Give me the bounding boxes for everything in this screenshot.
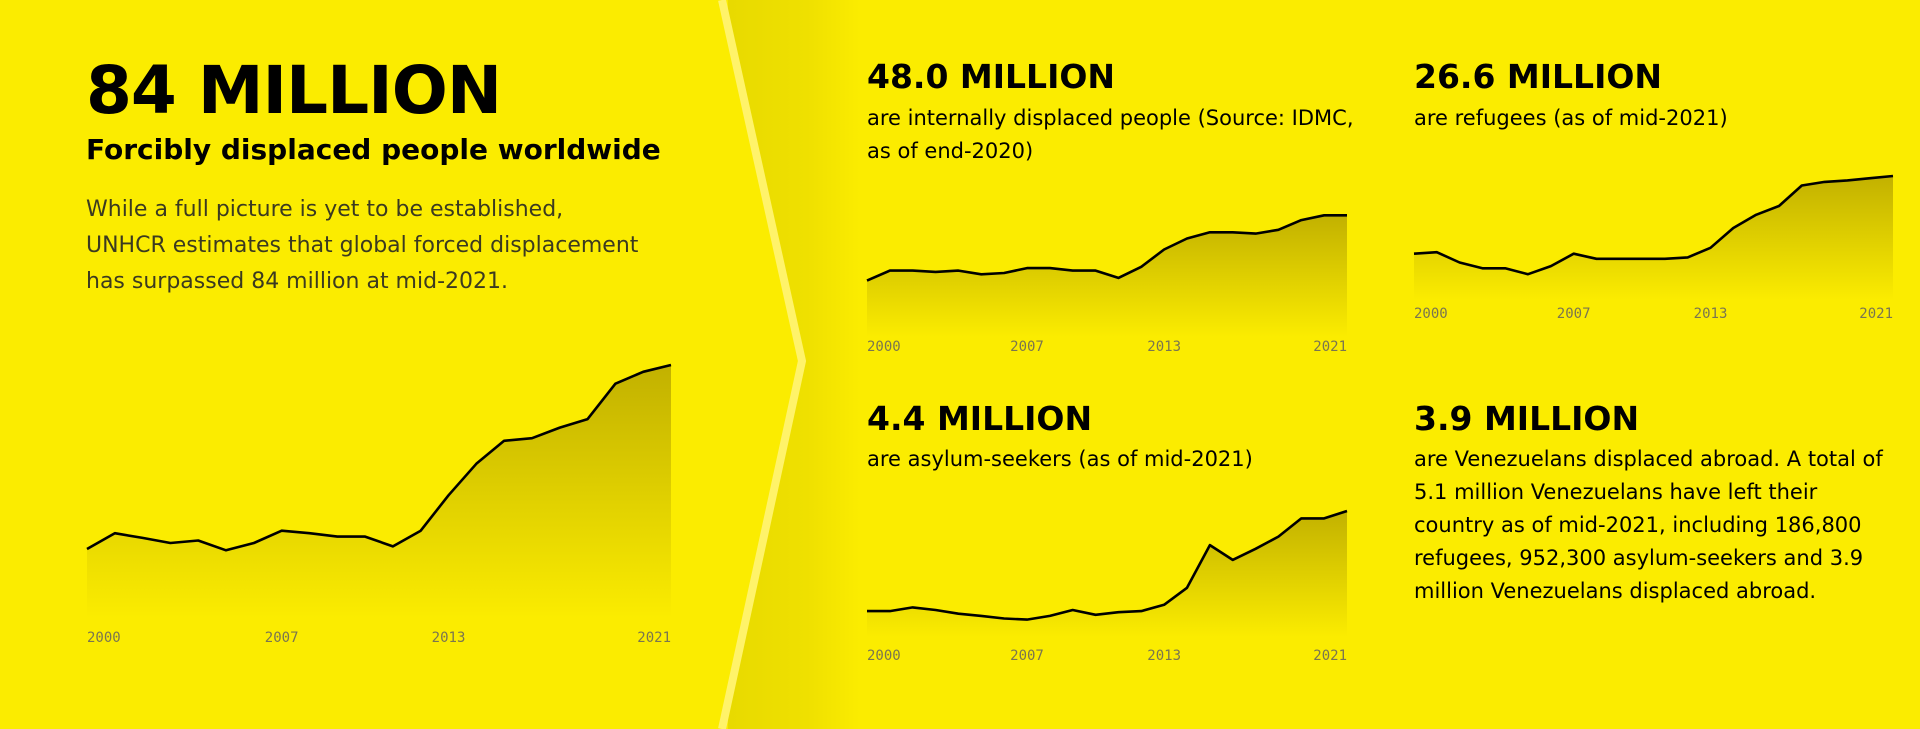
x-tick-label: 2013 (432, 630, 466, 646)
area-fill (867, 511, 1347, 637)
description: While a full picture is yet to be establ… (86, 197, 639, 294)
x-tick-label: 2013 (1694, 306, 1728, 322)
x-tick-label: 2007 (1010, 648, 1044, 664)
x-tick-label: 2021 (1313, 339, 1347, 355)
area-line (867, 509, 1348, 621)
area-fill (87, 365, 671, 618)
x-tick-label: 2007 (265, 630, 299, 646)
stat-text: are internally displaced people (Source:… (867, 106, 1354, 163)
area-line (1413, 174, 1894, 276)
subtitle: Forcibly displaced people worldwide (86, 133, 661, 166)
stat-title: 3.9 MILLION (1414, 399, 1640, 438)
stat-text: are Venezuelans displaced abroad. A tota… (1414, 447, 1883, 603)
x-tick-label: 2021 (637, 630, 671, 646)
x-tick-label: 2021 (1859, 306, 1893, 322)
area-fill (1414, 176, 1893, 300)
stat-title: 4.4 MILLION (867, 399, 1093, 438)
chevron (718, 0, 807, 729)
area-fill (867, 215, 1347, 337)
x-tick-label: 2000 (87, 630, 121, 646)
stat-title: 48.0 MILLION (867, 57, 1116, 96)
x-tick-label: 2013 (1147, 648, 1181, 664)
area-line (86, 363, 672, 552)
headline: 84 MILLION (86, 52, 502, 129)
x-tick-label: 2021 (1313, 648, 1347, 664)
area-line (866, 214, 1347, 282)
stat-title: 26.6 MILLION (1414, 57, 1663, 96)
x-tick-label: 2013 (1147, 339, 1181, 355)
stat-text: are asylum-seekers (as of mid-2021) (867, 447, 1253, 471)
x-tick-label: 2000 (867, 339, 901, 355)
x-tick-label: 2000 (867, 648, 901, 664)
x-tick-label: 2007 (1010, 339, 1044, 355)
stat-text: are refugees (as of mid-2021) (1414, 106, 1728, 130)
x-tick-label: 2000 (1414, 306, 1448, 322)
x-tick-label: 2007 (1557, 306, 1591, 322)
